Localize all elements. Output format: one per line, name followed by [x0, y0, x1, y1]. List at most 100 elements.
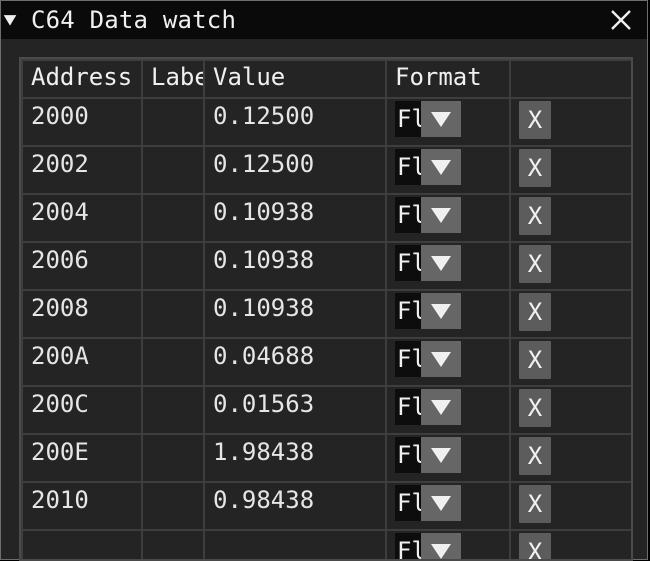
table-row: 2004 0.10938 Float X — [21, 193, 631, 243]
table-header-row: Address Label Value Format — [21, 59, 631, 99]
value-cell[interactable]: 1.98438 — [203, 433, 387, 483]
column-header-format[interactable]: Format — [385, 59, 511, 99]
chevron-down-icon[interactable] — [421, 389, 461, 425]
delete-cell: X — [509, 481, 631, 531]
address-cell[interactable]: 2008 — [21, 289, 143, 339]
value-cell[interactable]: 0.04688 — [203, 337, 387, 387]
delete-row-button[interactable]: X — [519, 101, 551, 139]
label-cell[interactable] — [141, 385, 205, 435]
format-dropdown[interactable]: Float — [395, 197, 461, 233]
value-cell[interactable]: 0.98438 — [203, 481, 387, 531]
label-cell[interactable] — [141, 193, 205, 243]
address-cell[interactable]: 2004 — [21, 193, 143, 243]
column-header-value[interactable]: Value — [203, 59, 387, 99]
format-cell: Float — [385, 385, 511, 435]
chevron-down-icon[interactable] — [421, 533, 461, 559]
format-selected-value: Float — [395, 533, 421, 559]
format-cell: Float — [385, 337, 511, 387]
delete-cell: X — [509, 385, 631, 435]
format-dropdown[interactable]: Float — [395, 245, 461, 281]
chevron-down-icon[interactable] — [421, 101, 461, 137]
address-cell[interactable] — [21, 529, 143, 559]
delete-row-button[interactable]: X — [519, 245, 551, 283]
collapse-triangle-icon[interactable] — [3, 13, 17, 27]
delete-row-button[interactable]: X — [519, 197, 551, 235]
address-cell[interactable]: 200A — [21, 337, 143, 387]
format-dropdown[interactable]: Float — [395, 389, 461, 425]
delete-cell: X — [509, 145, 631, 195]
chevron-down-icon[interactable] — [421, 341, 461, 377]
window-titlebar[interactable]: C64 Data watch — [1, 1, 647, 39]
format-dropdown[interactable]: Float — [395, 533, 461, 559]
format-cell: Float — [385, 241, 511, 291]
value-cell[interactable] — [203, 529, 387, 559]
address-cell[interactable]: 200C — [21, 385, 143, 435]
format-selected-value: Float — [395, 101, 421, 137]
format-dropdown[interactable]: Float — [395, 485, 461, 521]
format-dropdown[interactable]: Float — [395, 101, 461, 137]
window-title: C64 Data watch — [31, 6, 237, 34]
close-icon[interactable] — [609, 8, 633, 32]
delete-cell: X — [509, 289, 631, 339]
label-cell[interactable] — [141, 97, 205, 147]
format-selected-value: Float — [395, 293, 421, 329]
chevron-down-icon[interactable] — [421, 437, 461, 473]
address-cell[interactable]: 2006 — [21, 241, 143, 291]
table-row: 200C 0.01563 Float X — [21, 385, 631, 435]
format-dropdown[interactable]: Float — [395, 341, 461, 377]
label-cell[interactable] — [141, 481, 205, 531]
table-row: 2002 0.12500 Float X — [21, 145, 631, 195]
value-cell[interactable]: 0.01563 — [203, 385, 387, 435]
chevron-down-icon[interactable] — [421, 149, 461, 185]
label-cell[interactable] — [141, 529, 205, 559]
chevron-down-icon[interactable] — [421, 485, 461, 521]
delete-cell: X — [509, 337, 631, 387]
label-cell[interactable] — [141, 433, 205, 483]
format-cell: Float — [385, 289, 511, 339]
label-cell[interactable] — [141, 241, 205, 291]
format-dropdown[interactable]: Float — [395, 293, 461, 329]
delete-row-button[interactable]: X — [519, 293, 551, 331]
format-selected-value: Float — [395, 245, 421, 281]
chevron-down-icon[interactable] — [421, 293, 461, 329]
value-cell[interactable]: 0.12500 — [203, 145, 387, 195]
table-row: 200E 1.98438 Float X — [21, 433, 631, 483]
table-row: 2000 0.12500 Float X — [21, 97, 631, 147]
format-cell: Float — [385, 529, 511, 559]
label-cell[interactable] — [141, 145, 205, 195]
value-cell[interactable]: 0.10938 — [203, 289, 387, 339]
delete-row-button[interactable]: X — [519, 437, 551, 475]
column-header-address[interactable]: Address — [21, 59, 143, 99]
chevron-down-icon[interactable] — [421, 197, 461, 233]
watch-table-container[interactable]: Address Label Value Format 2000 0.12500 … — [19, 57, 633, 561]
format-selected-value: Float — [395, 149, 421, 185]
address-cell[interactable]: 2002 — [21, 145, 143, 195]
format-selected-value: Float — [395, 341, 421, 377]
delete-row-button[interactable]: X — [519, 533, 551, 559]
column-header-label[interactable]: Label — [141, 59, 205, 99]
format-cell: Float — [385, 481, 511, 531]
delete-row-button[interactable]: X — [519, 485, 551, 523]
delete-row-button[interactable]: X — [519, 341, 551, 379]
value-cell[interactable]: 0.10938 — [203, 241, 387, 291]
label-cell[interactable] — [141, 289, 205, 339]
chevron-down-icon[interactable] — [421, 245, 461, 281]
address-cell[interactable]: 2000 — [21, 97, 143, 147]
value-cell[interactable]: 0.10938 — [203, 193, 387, 243]
label-cell[interactable] — [141, 337, 205, 387]
column-header-actions — [509, 59, 631, 99]
address-cell[interactable]: 2010 — [21, 481, 143, 531]
table-row: 2008 0.10938 Float X — [21, 289, 631, 339]
format-dropdown[interactable]: Float — [395, 437, 461, 473]
table-row: 2006 0.10938 Float X — [21, 241, 631, 291]
address-cell[interactable]: 200E — [21, 433, 143, 483]
value-cell[interactable]: 0.12500 — [203, 97, 387, 147]
delete-cell: X — [509, 433, 631, 483]
format-cell: Float — [385, 145, 511, 195]
delete-row-button[interactable]: X — [519, 149, 551, 187]
format-selected-value: Float — [395, 389, 421, 425]
delete-row-button[interactable]: X — [519, 389, 551, 427]
delete-cell: X — [509, 529, 631, 559]
format-dropdown[interactable]: Float — [395, 149, 461, 185]
